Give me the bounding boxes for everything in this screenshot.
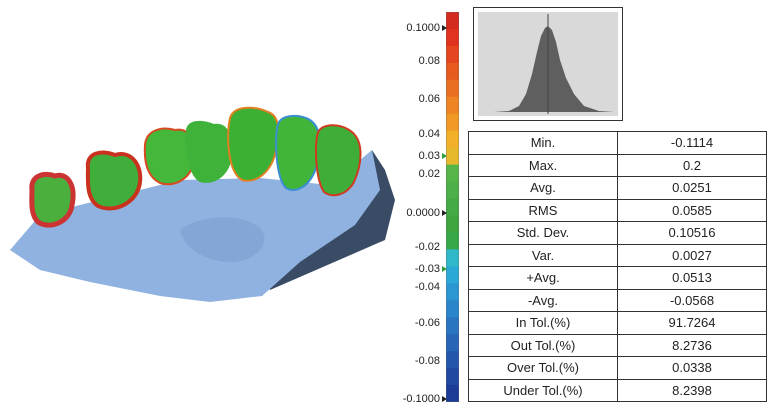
stats-row: RMS 0.0585 — [468, 198, 767, 222]
color-scale-segment — [446, 266, 459, 284]
model-gingiva-shade — [180, 217, 265, 263]
color-scale-segment — [446, 12, 459, 30]
color-scale-segment — [446, 317, 459, 335]
tick-label: 0.03 — [418, 150, 440, 162]
stats-label: Min. — [468, 131, 618, 155]
stats-label: Under Tol.(%) — [468, 378, 618, 402]
color-scale-segment — [446, 249, 459, 267]
statistics-table: Min. -0.1114 Max. 0.2 Avg. 0.0251 RMS 0.0585 Std… — [468, 131, 767, 402]
tick-label: 0.08 — [418, 55, 440, 67]
tick-marker — [442, 153, 447, 159]
color-scale-segment — [446, 147, 459, 166]
color-scale-bar — [446, 12, 459, 402]
stats-label: RMS — [468, 198, 618, 222]
stats-row: Max. 0.2 — [468, 153, 767, 177]
stats-row: Avg. 0.0251 — [468, 176, 767, 200]
stats-value: 0.10516 — [617, 221, 767, 245]
color-scale-segment — [446, 96, 459, 115]
tick-label: 0.04 — [418, 128, 440, 140]
tick-label: -0.03 — [414, 263, 440, 275]
dental-model-viewport[interactable] — [0, 0, 400, 406]
color-scale-segment — [446, 232, 459, 250]
stats-value: 8.2398 — [617, 378, 767, 402]
color-scale-segment — [446, 164, 459, 183]
color-scale-segment — [446, 45, 459, 64]
stats-row: Out Tol.(%) 8.2736 — [468, 333, 767, 357]
color-scale-segment — [446, 368, 459, 386]
stats-row: Over Tol.(%) 0.0338 — [468, 356, 767, 380]
stats-value: 91.7264 — [617, 311, 767, 335]
stats-row: In Tol.(%) 91.7264 — [468, 311, 767, 335]
tick-label: -0.06 — [414, 317, 440, 329]
color-scale-segment — [446, 130, 459, 149]
stats-row: -Avg. -0.0568 — [468, 288, 767, 312]
stats-label: +Avg. — [468, 266, 618, 290]
stats-value: 0.0251 — [617, 176, 767, 200]
stats-value: 0.2 — [617, 153, 767, 177]
tick-label: 0.06 — [418, 93, 440, 105]
tick-label: -0.02 — [414, 241, 440, 253]
stats-label: Std. Dev. — [468, 221, 618, 245]
stats-row: Min. -0.1114 — [468, 131, 767, 155]
color-scale-segment — [446, 181, 459, 200]
histogram-distribution — [494, 26, 614, 112]
stats-row: Under Tol.(%) 8.2398 — [468, 378, 767, 402]
color-scale-segment — [446, 62, 459, 81]
tick-label: 0.0000 — [406, 207, 440, 219]
color-scale-segment — [446, 300, 459, 318]
stats-row: +Avg. 0.0513 — [468, 266, 767, 290]
color-scale-segment — [446, 283, 459, 301]
tick-marker — [442, 25, 447, 31]
tick-label: -0.04 — [414, 281, 440, 293]
tick-marker — [442, 210, 447, 216]
color-scale-segment — [446, 79, 459, 98]
stats-label: In Tol.(%) — [468, 311, 618, 335]
stats-value: 0.0338 — [617, 356, 767, 380]
color-scale-segment — [446, 385, 459, 402]
tick-marker — [442, 396, 447, 402]
color-scale-segment — [446, 215, 459, 233]
color-scale-segment — [446, 28, 459, 47]
tick-marker — [442, 266, 447, 272]
deviation-color-scale: 0.1000 0.08 0.06 0.04 0.03 0.02 0.0000 -… — [396, 0, 468, 406]
stats-value: 0.0513 — [617, 266, 767, 290]
stats-row: Var. 0.0027 — [468, 243, 767, 267]
tick-label: -0.08 — [414, 355, 440, 367]
color-scale-segment — [446, 351, 459, 369]
tick-label: 0.1000 — [406, 22, 440, 34]
stats-label: Var. — [468, 243, 618, 267]
deviation-histogram — [473, 7, 623, 121]
stats-value: -0.1114 — [617, 131, 767, 155]
stats-label: Out Tol.(%) — [468, 333, 618, 357]
color-scale-segment — [446, 198, 459, 216]
stats-value: -0.0568 — [617, 288, 767, 312]
color-scale-segment — [446, 334, 459, 352]
model-teeth — [29, 106, 362, 228]
stats-value: 0.0027 — [617, 243, 767, 267]
stats-row: Std. Dev. 0.10516 — [468, 221, 767, 245]
color-scale-segment — [446, 113, 459, 132]
stats-label: Avg. — [468, 176, 618, 200]
stats-label: Max. — [468, 153, 618, 177]
stats-value: 8.2736 — [617, 333, 767, 357]
stats-label: -Avg. — [468, 288, 618, 312]
tick-label: 0.02 — [418, 168, 440, 180]
stats-label: Over Tol.(%) — [468, 356, 618, 380]
tick-label: -0.1000 — [402, 393, 440, 405]
stats-value: 0.0585 — [617, 198, 767, 222]
